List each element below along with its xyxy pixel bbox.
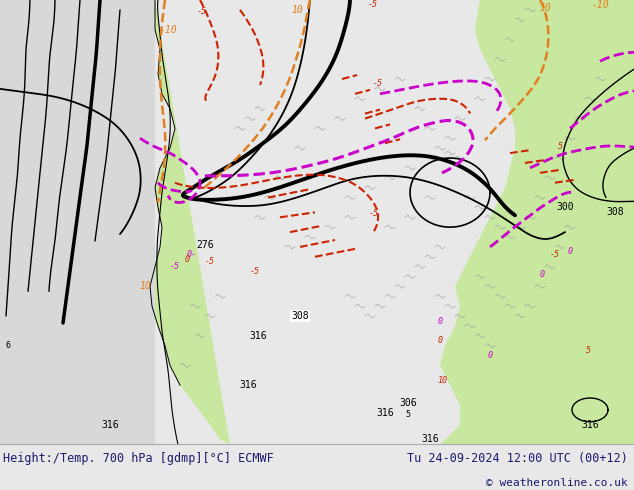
Text: -5: -5 [550, 250, 560, 259]
Text: 5: 5 [557, 142, 562, 150]
Text: 0: 0 [437, 318, 443, 326]
Text: -5: -5 [373, 79, 383, 89]
Text: 316: 316 [101, 419, 119, 430]
Text: 0-: 0- [187, 250, 197, 259]
Text: 300: 300 [556, 202, 574, 212]
Text: Height:/Temp. 700 hPa [gdmp][°C] ECMWF: Height:/Temp. 700 hPa [gdmp][°C] ECMWF [3, 452, 274, 465]
Text: 308: 308 [606, 207, 624, 218]
Text: 308: 308 [291, 311, 309, 321]
Text: 10: 10 [539, 3, 551, 13]
Polygon shape [150, 0, 634, 444]
Text: 0: 0 [184, 255, 190, 264]
Text: -5: -5 [197, 7, 207, 16]
Text: -5: -5 [369, 209, 379, 218]
Text: 10: 10 [139, 281, 151, 292]
Text: 316: 316 [249, 331, 267, 341]
Text: 306: 306 [399, 398, 417, 408]
Text: 316: 316 [376, 408, 394, 418]
Text: 276: 276 [196, 240, 214, 250]
Text: 316: 316 [421, 435, 439, 444]
Text: 0: 0 [540, 270, 545, 279]
Polygon shape [0, 0, 155, 444]
Text: 316: 316 [239, 380, 257, 390]
Text: Tu 24-09-2024 12:00 UTC (00+12): Tu 24-09-2024 12:00 UTC (00+12) [407, 452, 628, 465]
Text: 6: 6 [6, 341, 11, 350]
Text: 0: 0 [437, 336, 443, 345]
Text: 5: 5 [586, 346, 590, 355]
Text: -5: -5 [250, 267, 260, 276]
Text: -5: -5 [170, 262, 180, 271]
Text: -10: -10 [159, 24, 177, 35]
Text: 5: 5 [406, 410, 410, 419]
Text: 0: 0 [488, 351, 493, 360]
Text: -5: -5 [205, 257, 215, 266]
Text: © weatheronline.co.uk: © weatheronline.co.uk [486, 478, 628, 488]
Text: -5: -5 [368, 0, 378, 9]
Text: 10: 10 [437, 376, 447, 385]
Text: 316: 316 [581, 419, 598, 430]
Text: 10: 10 [291, 5, 303, 15]
Text: -10: -10 [591, 0, 609, 10]
Text: 0: 0 [567, 247, 573, 256]
